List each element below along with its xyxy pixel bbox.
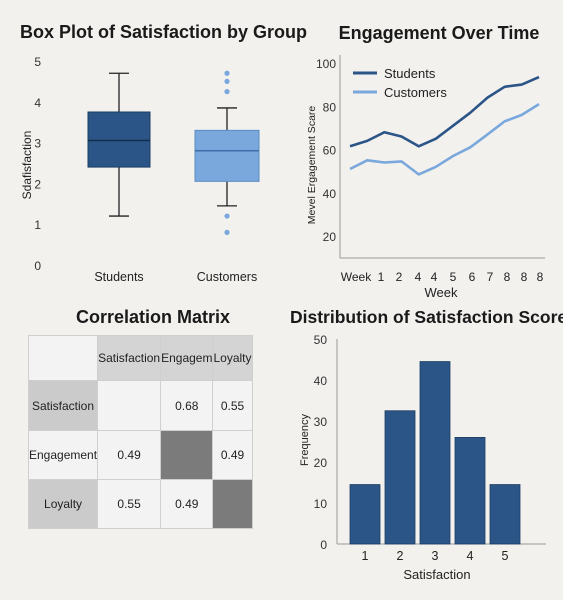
histogram-xtick-label: 2 [397,549,404,563]
line-series-customers [349,102,540,176]
line-xtick-label: 1 [378,270,385,284]
boxplot-ytick-label: 5 [34,55,41,69]
boxplot-ytick-label: 2 [34,177,41,191]
line-xtick-label: 8 [504,270,511,284]
histogram-panel: Distribution of Satisfaction Score 0 10 20… [290,300,563,600]
boxplot-ytick-label: 3 [34,137,41,151]
line-xtick-label: 7 [487,270,494,284]
row-header: Satisfaction [27,380,99,431]
line-xtick-label: 2 [396,270,403,284]
matrix-cell [97,380,162,431]
matrix-cell: 0.49 [212,430,253,480]
col-header: Loyalty [212,335,253,381]
boxplot-ytick-label: 1 [34,218,41,232]
histogram-bar [419,361,451,545]
boxplot-ylabel: Sdafisfaction [20,131,34,200]
line-xtick-label: 5 [450,270,457,284]
boxplot-box [87,111,151,168]
histogram-xtick-label: 4 [467,549,474,563]
histogram-xtick-label: 3 [432,549,439,563]
matrix-cell-diagonal [160,430,214,480]
histogram-xtick-label: 1 [362,549,369,563]
boxplot-category-label: Customers [197,270,257,284]
line-xtick-label: 4 [415,270,422,284]
correlation-title: Correlation Matrix [75,307,231,327]
corner-cell [27,335,99,381]
row-header: Engagement [27,430,99,480]
histogram-bar [454,436,486,545]
legend-label-customers: Customers [384,85,447,100]
matrix-cell: 0.55 [212,380,253,431]
histogram-ytick-label: 10 [314,497,328,511]
matrix-cell-diagonal [212,479,253,529]
line-ytick-label: 100 [316,57,336,71]
boxplot-outlier [224,70,230,76]
matrix-cell: 0.49 [97,430,162,480]
boxplot-panel: Box Plot of Satisfaction by Group 0 1 2 3 4 5… [0,0,308,300]
line-xtick-label: Week [341,270,372,284]
histogram-bar [384,410,416,545]
line-xtick-label: 6 [469,270,476,284]
histogram-ytick-label: 50 [314,333,328,347]
histogram-ytick-label: 20 [314,456,328,470]
histogram-bar [489,484,521,545]
line-xtick-label: 8 [521,270,528,284]
boxplot-ytick-label: 0 [34,259,41,273]
histogram-ytick-label: 40 [314,374,328,388]
col-header: Satisfaction [97,335,162,381]
histogram-xtick-label: 5 [502,549,509,563]
matrix-cell: 0.49 [160,479,214,529]
boxplot-title: Box Plot of Satisfaction by Group [20,22,308,42]
boxplot-ytick-label: 4 [34,96,41,110]
line-ytick-label: 20 [323,230,337,244]
line-title: Engagement Over Time [338,23,540,43]
boxplot-outlier [224,78,230,84]
boxplot-outlier [224,213,230,219]
boxplot-category-label: Students [94,270,143,284]
line-ytick-label: 40 [323,187,337,201]
matrix-cell: 0.68 [160,380,214,431]
histogram-bar [349,484,381,545]
boxplot-chart: 0 1 2 3 4 5 Students Customers Sdafisfaction [20,55,260,284]
col-header: Engagem [160,335,214,381]
histogram-title: Distribution of Satisfaction Score [290,307,563,327]
line-xlabel: Week [425,285,458,300]
line-ytick-label: 60 [323,144,337,158]
boxplot-box [194,129,260,182]
line-series-students [349,75,540,148]
line-panel: Engagement Over Time 20 40 60 80 100 Week 1 2 4 4… [300,0,563,305]
row-header: Loyalty [27,479,99,529]
line-ytick-label: 80 [323,100,337,114]
matrix-cell: 0.55 [97,479,162,529]
boxplot-outlier [224,229,230,235]
histogram-ylabel: Frequency [299,414,311,466]
legend-label-students: Students [384,66,436,81]
line-ylabel: Mevel Ergagement Scare [306,106,318,225]
histogram-xlabel: Satisfaction [403,567,470,582]
line-xtick-label: 8 [537,270,544,284]
correlation-panel: Correlation Matrix Satisfaction Engagem … [0,300,300,600]
boxplot-outlier [224,89,230,95]
histogram-ytick-label: 30 [314,415,328,429]
histogram-chart: 0 10 20 30 40 50 1 2 3 4 5 Frequency Satisfaction [299,333,546,582]
histogram-ytick-label: 0 [320,538,327,552]
line-xtick-label: 4 [431,270,438,284]
correlation-table: Satisfaction Engagem Loyalty Satisfactio… [27,335,253,529]
